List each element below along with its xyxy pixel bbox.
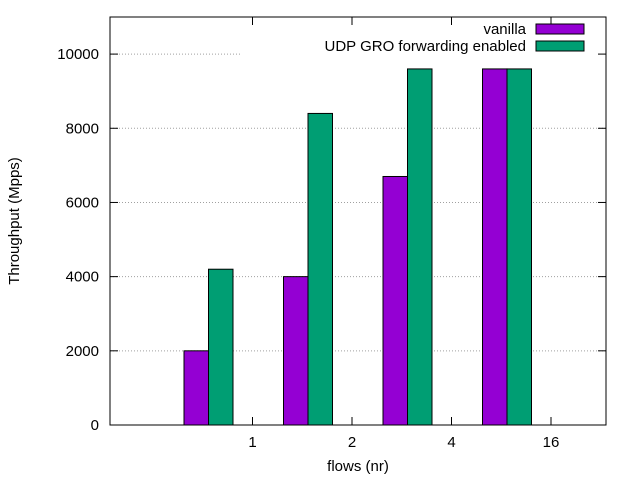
bar-vanilla-16 <box>482 68 508 426</box>
x-axis-label: flows (nr) <box>327 458 389 475</box>
bar-udp-gro-1 <box>208 268 234 426</box>
y-tick-label: 0 <box>91 417 99 434</box>
bar-vanilla-2 <box>283 276 309 426</box>
y-tick-label: 8000 <box>66 120 99 137</box>
y-tick-label: 6000 <box>66 194 99 211</box>
y-tick-label: 4000 <box>66 269 99 286</box>
y-axis-label: Throughput (Mpps) <box>6 157 23 285</box>
legend-label-vanilla: vanilla <box>483 21 526 38</box>
plot-frame <box>109 16 607 426</box>
legend-label-udp-gro: UDP GRO forwarding enabled <box>325 38 527 55</box>
bar-udp-gro-2 <box>307 112 333 426</box>
bar-udp-gro-16 <box>506 68 532 426</box>
x-tick-label: 2 <box>348 434 356 451</box>
x-tick-label: 1 <box>248 434 256 451</box>
bar-vanilla-1 <box>183 350 209 426</box>
bar-udp-gro-4 <box>407 68 433 426</box>
legend-swatch-udp-gro <box>535 40 585 52</box>
x-tick-label: 16 <box>543 434 560 451</box>
legend-swatch-vanilla <box>535 23 585 35</box>
y-axis-ticks: 0 2000 4000 6000 8000 10000 <box>57 46 606 434</box>
y-tick-label: 2000 <box>66 343 99 360</box>
bar-vanilla-4 <box>382 175 408 426</box>
bars <box>183 68 532 426</box>
y-tick-label: 10000 <box>57 46 99 63</box>
x-tick-label: 4 <box>447 434 455 451</box>
x-axis-ticks: 1 2 4 16 <box>248 17 559 451</box>
grid-lines <box>110 53 606 352</box>
